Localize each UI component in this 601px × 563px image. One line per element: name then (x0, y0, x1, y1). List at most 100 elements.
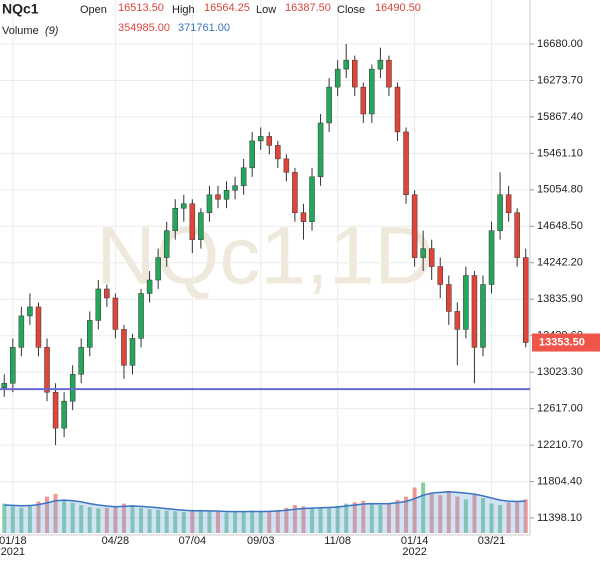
candle-body (112, 297, 119, 330)
volume-bar (36, 501, 41, 533)
label: Open (80, 4, 107, 16)
value: 16387.50 (285, 2, 331, 14)
y-tick-label: 12210.70 (537, 439, 583, 451)
volume-bar (438, 495, 443, 533)
volume-bar (241, 511, 246, 533)
volume-bar (463, 499, 468, 533)
y-tick-label: 15461.10 (537, 147, 583, 159)
volume-bar (352, 502, 357, 533)
y-tick-label: 13023.30 (537, 366, 583, 378)
candle-body (18, 315, 25, 348)
label: Low (256, 4, 276, 16)
candle-body (488, 230, 495, 285)
volume-ma-area (4, 491, 526, 533)
candle-body (52, 391, 59, 429)
y-tick-label: 16273.70 (537, 74, 583, 86)
volume-bar (335, 505, 340, 533)
volume-bar (506, 502, 511, 533)
x-tick-label: 07/04 (179, 535, 207, 547)
candle-body (514, 212, 520, 258)
volume-bar (45, 496, 50, 533)
volume-bar (446, 491, 451, 533)
volume-bar (267, 511, 272, 533)
volume-bar (147, 509, 152, 533)
candle-body (155, 257, 161, 281)
volume-bar (2, 503, 7, 533)
candle-body (505, 194, 512, 213)
candle-body (121, 329, 127, 366)
last-price-tag (532, 333, 600, 352)
y-tick-label: 11804.40 (537, 475, 582, 487)
volume-bar (181, 512, 186, 533)
candle-body (403, 131, 409, 196)
volume-bar (258, 512, 263, 533)
volume-bar (104, 507, 109, 533)
symbol: NQc1 (2, 1, 39, 17)
candle-body (215, 194, 221, 200)
volume-bar (113, 506, 118, 533)
volume-bar (412, 487, 417, 533)
candle-body (471, 275, 478, 348)
volume-bar (215, 512, 220, 533)
volume-bar (10, 506, 15, 533)
y-tick-label: 15054.80 (537, 184, 583, 196)
candle-body (386, 59, 392, 88)
candle-body (454, 311, 461, 330)
candle-body (198, 212, 204, 240)
last-price-label: 13353.50 (539, 336, 585, 348)
x-tick-label: 04/28 (102, 535, 130, 547)
candle-body (27, 306, 33, 317)
candle-body (497, 194, 503, 231)
candle-body (129, 338, 136, 366)
candle-body (146, 279, 153, 294)
candle-body (343, 59, 349, 70)
volume-bar (369, 504, 374, 533)
value: 16513.50 (118, 2, 164, 14)
volume-bar (344, 503, 349, 533)
candle-body (257, 136, 264, 142)
volume-bar (395, 500, 400, 533)
value: 16490.50 (375, 2, 421, 14)
volume-bar (498, 505, 503, 533)
volume-bar (292, 505, 297, 533)
volume-bar (489, 503, 494, 533)
candle-body (360, 86, 367, 115)
candle-body (480, 284, 486, 348)
volume-bar (378, 505, 383, 533)
volume-bar (515, 500, 520, 533)
candle-body (275, 145, 281, 160)
value: 371761.00 (178, 22, 230, 34)
volume-bar (27, 505, 32, 533)
x-year-label: 2022 (402, 546, 426, 558)
x-tick-label: 03/21 (478, 535, 506, 547)
candle-body (163, 230, 170, 258)
volume-bar (87, 507, 92, 533)
label: Close (337, 4, 365, 16)
volume-ma-line (4, 490, 526, 513)
volume-bar (250, 510, 255, 533)
candle-body (283, 158, 290, 173)
volume-bar (480, 498, 485, 533)
volume-bar (156, 509, 161, 533)
candle-body (428, 248, 435, 267)
candle-body (420, 248, 426, 258)
volume-bar (318, 507, 323, 533)
y-tick-label: 12617.00 (537, 403, 583, 415)
candle-body (292, 172, 298, 213)
candle-body (10, 347, 16, 384)
candle-body (232, 185, 238, 191)
volume-bar (79, 505, 84, 533)
volume-bar (429, 493, 434, 533)
volume-bar (121, 503, 126, 533)
volume-bar (421, 482, 426, 533)
volume-bar (523, 499, 528, 533)
candle-body (189, 203, 196, 240)
candle-body (206, 194, 213, 213)
candle-body (334, 68, 341, 88)
y-tick-label: 11398.10 (537, 512, 582, 524)
value: 16564.25 (204, 2, 250, 14)
volume-bar (70, 502, 75, 533)
candle-body (377, 59, 384, 70)
volume-bar (53, 493, 58, 533)
